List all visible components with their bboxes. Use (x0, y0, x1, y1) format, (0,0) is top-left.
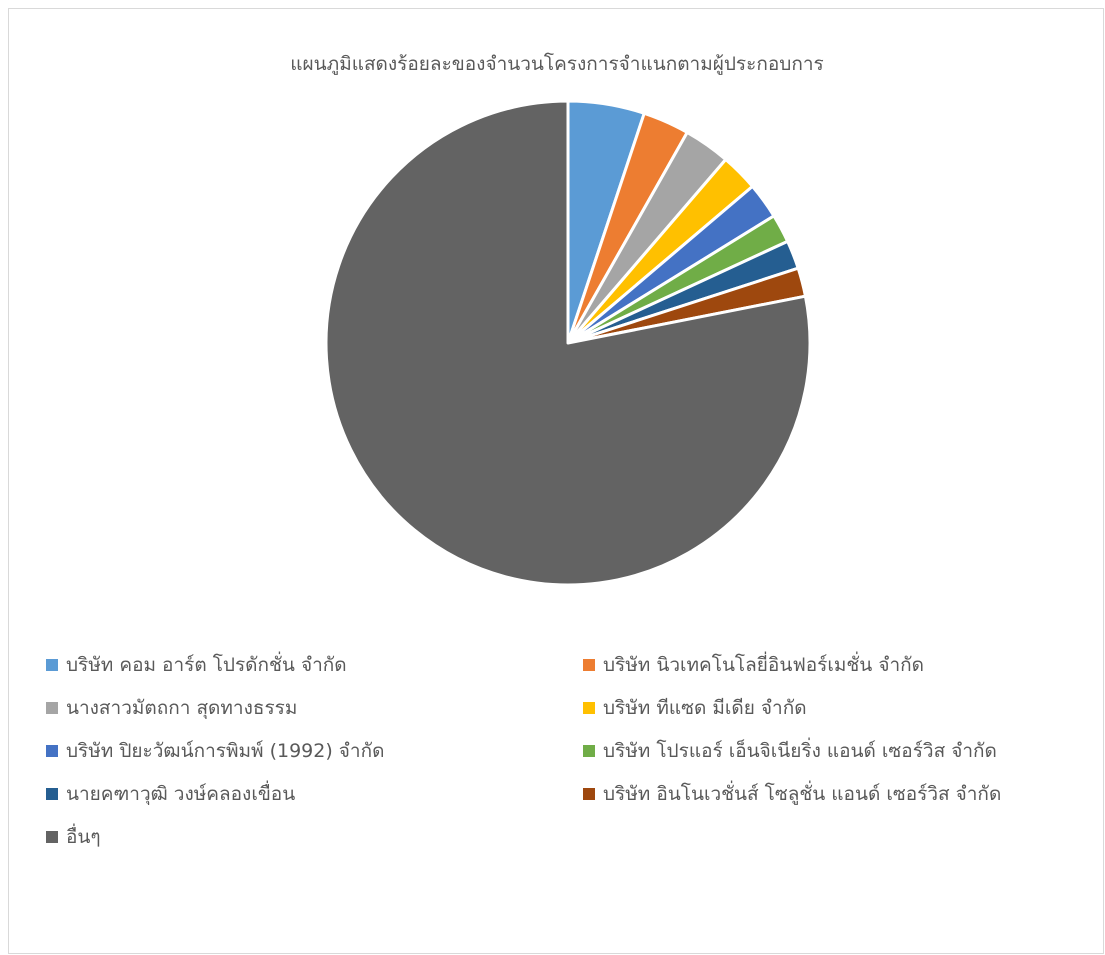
legend-item: นายคฑาวุฒิ วงษ์คลองเขื่อน (46, 781, 295, 807)
legend-item: บริษัท ทีแซด มีเดีย จำกัด (583, 695, 807, 721)
legend-item: บริษัท อินโนเวชั่นส์ โซลูชั่น แอนด์ เซอร… (583, 781, 1001, 807)
legend-item: บริษัท โปรแอร์ เอ็นจิเนียริ่ง แอนด์ เซอร… (583, 738, 997, 764)
legend-swatch (583, 702, 595, 714)
legend-swatch (46, 745, 58, 757)
chart-title: แผนภูมิแสดงร้อยละของจำนวนโครงการจำแนกตาม… (290, 53, 824, 75)
legend-label: บริษัท ทีแซด มีเดีย จำกัด (603, 697, 807, 719)
legend-swatch (583, 745, 595, 757)
pie-chart (324, 99, 812, 587)
legend-label: บริษัท คอม อาร์ต โปรดักชั่น จำกัด (66, 654, 347, 676)
legend-item: บริษัท นิวเทคโนโลยี่อินฟอร์เมชั่น จำกัด (583, 652, 924, 678)
legend-label: นายคฑาวุฒิ วงษ์คลองเขื่อน (66, 783, 296, 805)
legend-label: บริษัท ปิยะวัฒน์การพิมพ์ (1992) จำกัด (66, 740, 385, 762)
legend-item: บริษัท คอม อาร์ต โปรดักชั่น จำกัด (46, 652, 347, 678)
legend-swatch (583, 788, 595, 800)
legend-label: บริษัท นิวเทคโนโลยี่อินฟอร์เมชั่น จำกัด (603, 654, 924, 676)
legend-item: บริษัท ปิยะวัฒน์การพิมพ์ (1992) จำกัด (46, 738, 384, 764)
legend-swatch (46, 788, 58, 800)
pie-slice-9 (324, 99, 812, 587)
legend-swatch (46, 659, 58, 671)
legend-label: บริษัท โปรแอร์ เอ็นจิเนียริ่ง แอนด์ เซอร… (603, 740, 997, 762)
legend-swatch (46, 831, 58, 843)
chart-area: แผนภูมิแสดงร้อยละของจำนวนโครงการจำแนกตาม… (8, 8, 1104, 954)
legend-item: อื่นๆ (46, 824, 101, 850)
legend-label: นางสาวมัตถกา สุดทางธรรม (66, 697, 298, 719)
legend-swatch (46, 702, 58, 714)
legend-label: อื่นๆ (66, 826, 101, 848)
legend-swatch (583, 659, 595, 671)
legend-label: บริษัท อินโนเวชั่นส์ โซลูชั่น แอนด์ เซอร… (603, 783, 1002, 805)
legend-item: นางสาวมัตถกา สุดทางธรรม (46, 695, 297, 721)
